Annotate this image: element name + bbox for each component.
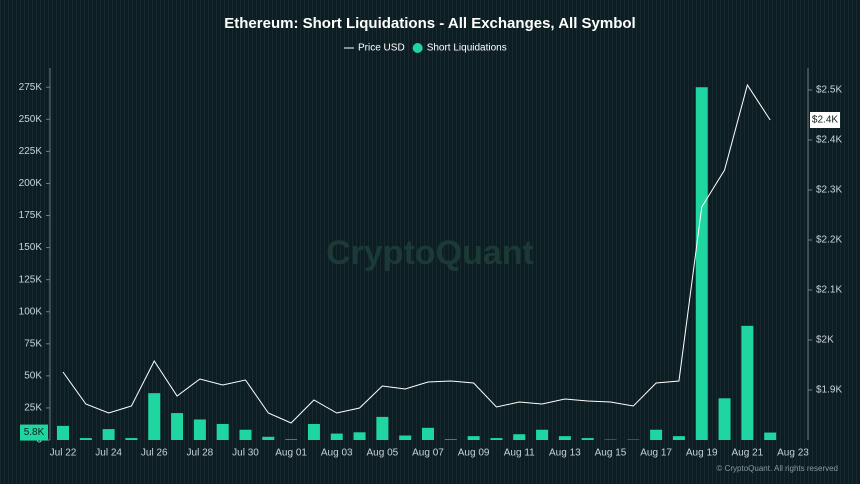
bar xyxy=(422,427,434,440)
legend-label: Price USD xyxy=(358,43,405,54)
bar xyxy=(330,433,343,440)
bar xyxy=(193,419,206,440)
y-tick-label: 225K xyxy=(19,146,43,157)
y2-tick-label: $2.2K xyxy=(816,235,842,246)
y-tick-label: 250K xyxy=(19,114,43,125)
x-tick-label: Jul 28 xyxy=(187,448,214,459)
bar xyxy=(672,436,685,440)
y-tick-label: 200K xyxy=(19,178,43,189)
x-tick-label: Jul 30 xyxy=(232,448,259,459)
y-tick-label: 275K xyxy=(19,82,43,93)
bar xyxy=(353,432,366,440)
y-tick-label: 50K xyxy=(24,371,42,382)
current-y-box xyxy=(20,424,48,441)
x-tick-label: Aug 05 xyxy=(367,448,399,459)
x-tick-label: Aug 19 xyxy=(686,448,718,459)
x-tick-label: Aug 17 xyxy=(640,448,672,459)
y-tick-label: 100K xyxy=(19,306,43,317)
bar xyxy=(285,439,298,440)
y2-tick-label: $2K xyxy=(816,335,834,346)
bar xyxy=(216,423,229,440)
price-line xyxy=(62,83,771,424)
y2-tick-label: $2.4K xyxy=(816,135,842,146)
bar xyxy=(148,393,161,440)
y-tick-label: 150K xyxy=(19,242,43,253)
bar xyxy=(695,87,708,440)
bar xyxy=(399,435,412,440)
bar xyxy=(718,398,731,440)
bar xyxy=(57,425,69,440)
bar xyxy=(79,438,92,440)
bar xyxy=(490,438,503,440)
y-tick-label: 25K xyxy=(24,403,42,414)
bar xyxy=(536,429,549,440)
current-y-label: 5.8K xyxy=(24,427,45,438)
legend-label: Short Liquidations xyxy=(427,43,507,54)
bar xyxy=(513,434,526,440)
bar xyxy=(581,438,594,440)
x-tick-label: Aug 03 xyxy=(321,448,353,459)
x-tick-label: Aug 11 xyxy=(504,448,535,459)
y-tick-label: 175K xyxy=(19,210,43,221)
current-y2-label: $2.4K xyxy=(812,115,838,126)
bar xyxy=(307,423,320,440)
y2-tick-label: $2.3K xyxy=(816,185,842,196)
bar xyxy=(102,429,115,440)
bar xyxy=(467,436,480,440)
bar xyxy=(558,436,571,440)
x-tick-label: Aug 01 xyxy=(275,448,307,459)
x-tick-label: Jul 26 xyxy=(141,448,168,459)
x-tick-label: Jul 24 xyxy=(95,448,122,459)
current-y2-box xyxy=(810,112,840,128)
x-tick-label: Aug 23 xyxy=(777,448,809,459)
y2-tick-label: $2.5K xyxy=(816,85,842,96)
x-tick-label: Aug 07 xyxy=(412,448,444,459)
y2-tick-label: $1.9K xyxy=(816,385,842,396)
y2-tick-label: $2.1K xyxy=(816,285,842,296)
bar xyxy=(376,416,389,440)
bar xyxy=(125,438,138,440)
legend-swatch xyxy=(412,43,423,53)
bar xyxy=(650,429,663,440)
bar xyxy=(171,413,184,440)
x-tick-label: Jul 22 xyxy=(50,448,77,459)
bar xyxy=(444,439,457,440)
y-tick-label: 75K xyxy=(24,338,42,349)
chart-title: Ethereum: Short Liquidations - All Excha… xyxy=(224,15,635,32)
x-tick-label: Aug 21 xyxy=(732,448,764,459)
bar xyxy=(741,325,754,440)
y-tick-label: 125K xyxy=(19,274,43,285)
bar xyxy=(262,436,275,440)
watermark: CryptoQuant xyxy=(326,234,534,272)
x-tick-label: Aug 15 xyxy=(595,448,627,459)
x-tick-label: Aug 09 xyxy=(458,448,490,459)
bar xyxy=(764,432,777,440)
credit: © CryptoQuant. All rights reserved xyxy=(717,464,839,473)
bar xyxy=(239,429,252,440)
x-tick-label: Aug 13 xyxy=(549,448,581,459)
